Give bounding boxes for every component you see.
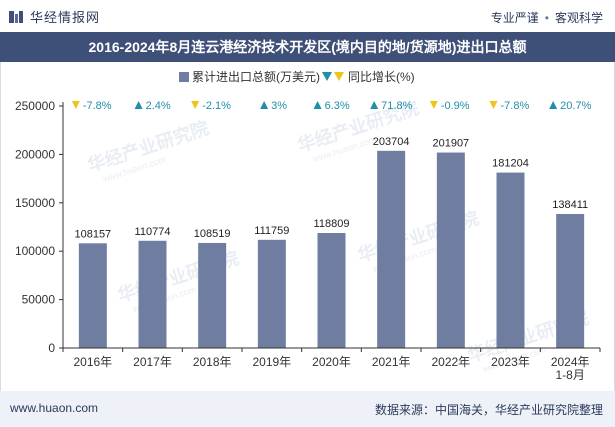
bar	[198, 242, 227, 348]
yoy-label: 3%	[271, 100, 287, 112]
x-tick-label: 2020年	[312, 355, 351, 369]
bar-value-label: 108519	[194, 228, 231, 240]
yoy-label: -7.8%	[501, 100, 530, 112]
legend-label-yoy: 同比增长(%)	[348, 70, 415, 84]
y-tick-label: 150000	[15, 196, 55, 210]
bar-value-label: 111759	[254, 225, 289, 237]
x-tick-label: 2021年	[372, 355, 411, 369]
yoy-label: 2.4%	[146, 100, 171, 112]
bar	[556, 214, 585, 348]
legend-triangle-down-icon	[334, 72, 344, 81]
yoy-up-triangle-icon	[549, 101, 558, 109]
chart-legend: 累计进出口总额(万美元) 同比增长(%)	[179, 70, 415, 84]
header: 华经情报网 专业严谨 • 客观科学	[0, 0, 615, 32]
yoy-up-triangle-icon	[134, 101, 143, 109]
bar	[317, 232, 346, 348]
x-tick-label: 2022年	[431, 355, 470, 369]
bar-chart: 华经产业研究院www.huaon.com华经产业研究院www.huaon.com…	[15, 70, 601, 382]
yoy-row: -7.8% 2.4% -2.1% 3% 6.3% 71.8% -0.9% -7.8% 20.7%	[71, 100, 592, 112]
bar	[377, 150, 406, 348]
yoy-label: -2.1%	[202, 100, 231, 112]
yoy-up-triangle-icon	[260, 101, 269, 109]
bar	[496, 172, 525, 348]
yoy-up-triangle-icon	[370, 101, 379, 109]
yoy-label: -7.8%	[83, 100, 112, 112]
y-tick-label: 50000	[22, 293, 56, 307]
yoy-down-triangle-icon	[489, 101, 498, 109]
x-tick-label: 2019年	[252, 355, 291, 369]
legend-triangle-up-icon	[322, 72, 332, 81]
yoy-label: 20.7%	[560, 100, 591, 112]
bar-value-label: 118809	[314, 218, 350, 230]
chart-title: 2016-2024年8月连云港经济技术开发区(境内目的地/货源地)进出口总额	[0, 32, 615, 62]
bar-value-label: 181204	[492, 158, 529, 170]
legend-label-total: 累计进出口总额(万美元)	[192, 70, 320, 84]
yoy-label: -0.9%	[441, 100, 470, 112]
yoy-label: 6.3%	[325, 100, 350, 112]
y-axis: 0 50000 100000 150000 200000 250000	[15, 99, 64, 355]
tagline-right: 客观科学	[554, 11, 603, 25]
bars: 108157 110774 108519 111759 118809 203704 2019…	[74, 136, 588, 348]
x-axis: 2016年 2017年 2018年 2019年 2020年 2021年 2022年 2023年…	[62, 347, 601, 382]
x-tick-label: 1-8月	[555, 368, 584, 382]
bar-value-label: 203704	[373, 136, 410, 148]
footer-url: www.huaon.com	[10, 401, 99, 415]
yoy-down-triangle-icon	[429, 101, 438, 109]
y-tick-label: 0	[48, 341, 55, 355]
y-tick-label: 100000	[15, 244, 55, 258]
brand: 华经情报网	[8, 7, 100, 26]
x-tick-label: 2018年	[193, 355, 232, 369]
bar-value-label: 138411	[552, 199, 588, 211]
bar-value-label: 201907	[432, 138, 469, 150]
yoy-down-triangle-icon	[71, 101, 80, 109]
brand-logo-icon	[9, 10, 23, 23]
brand-name: 华经情报网	[30, 10, 101, 25]
x-tick-label: 2024年	[551, 355, 590, 369]
tagline: 专业严谨 • 客观科学	[491, 9, 603, 26]
bar-value-label: 108157	[74, 228, 111, 240]
y-tick-label: 250000	[15, 99, 55, 113]
x-tick-label: 2023年	[491, 355, 530, 369]
tagline-separator: •	[544, 10, 549, 25]
y-tick-label: 200000	[15, 147, 55, 161]
legend-swatch-bar	[179, 72, 189, 82]
footer-source: 数据来源：中国海关，华经产业研究院整理	[374, 403, 603, 417]
yoy-down-triangle-icon	[191, 101, 200, 109]
tagline-left: 专业严谨	[490, 11, 539, 25]
bar	[436, 152, 465, 348]
bar-value-label: 110774	[135, 226, 171, 238]
yoy-up-triangle-icon	[313, 101, 322, 109]
x-tick-label: 2017年	[133, 355, 172, 369]
footer: www.huaon.com 数据来源：中国海关，华经产业研究院整理	[0, 391, 615, 427]
bar	[257, 239, 286, 348]
x-tick-label: 2016年	[73, 355, 112, 369]
yoy-label: 71.8%	[381, 100, 412, 112]
bar	[138, 240, 167, 348]
bar	[78, 243, 107, 348]
